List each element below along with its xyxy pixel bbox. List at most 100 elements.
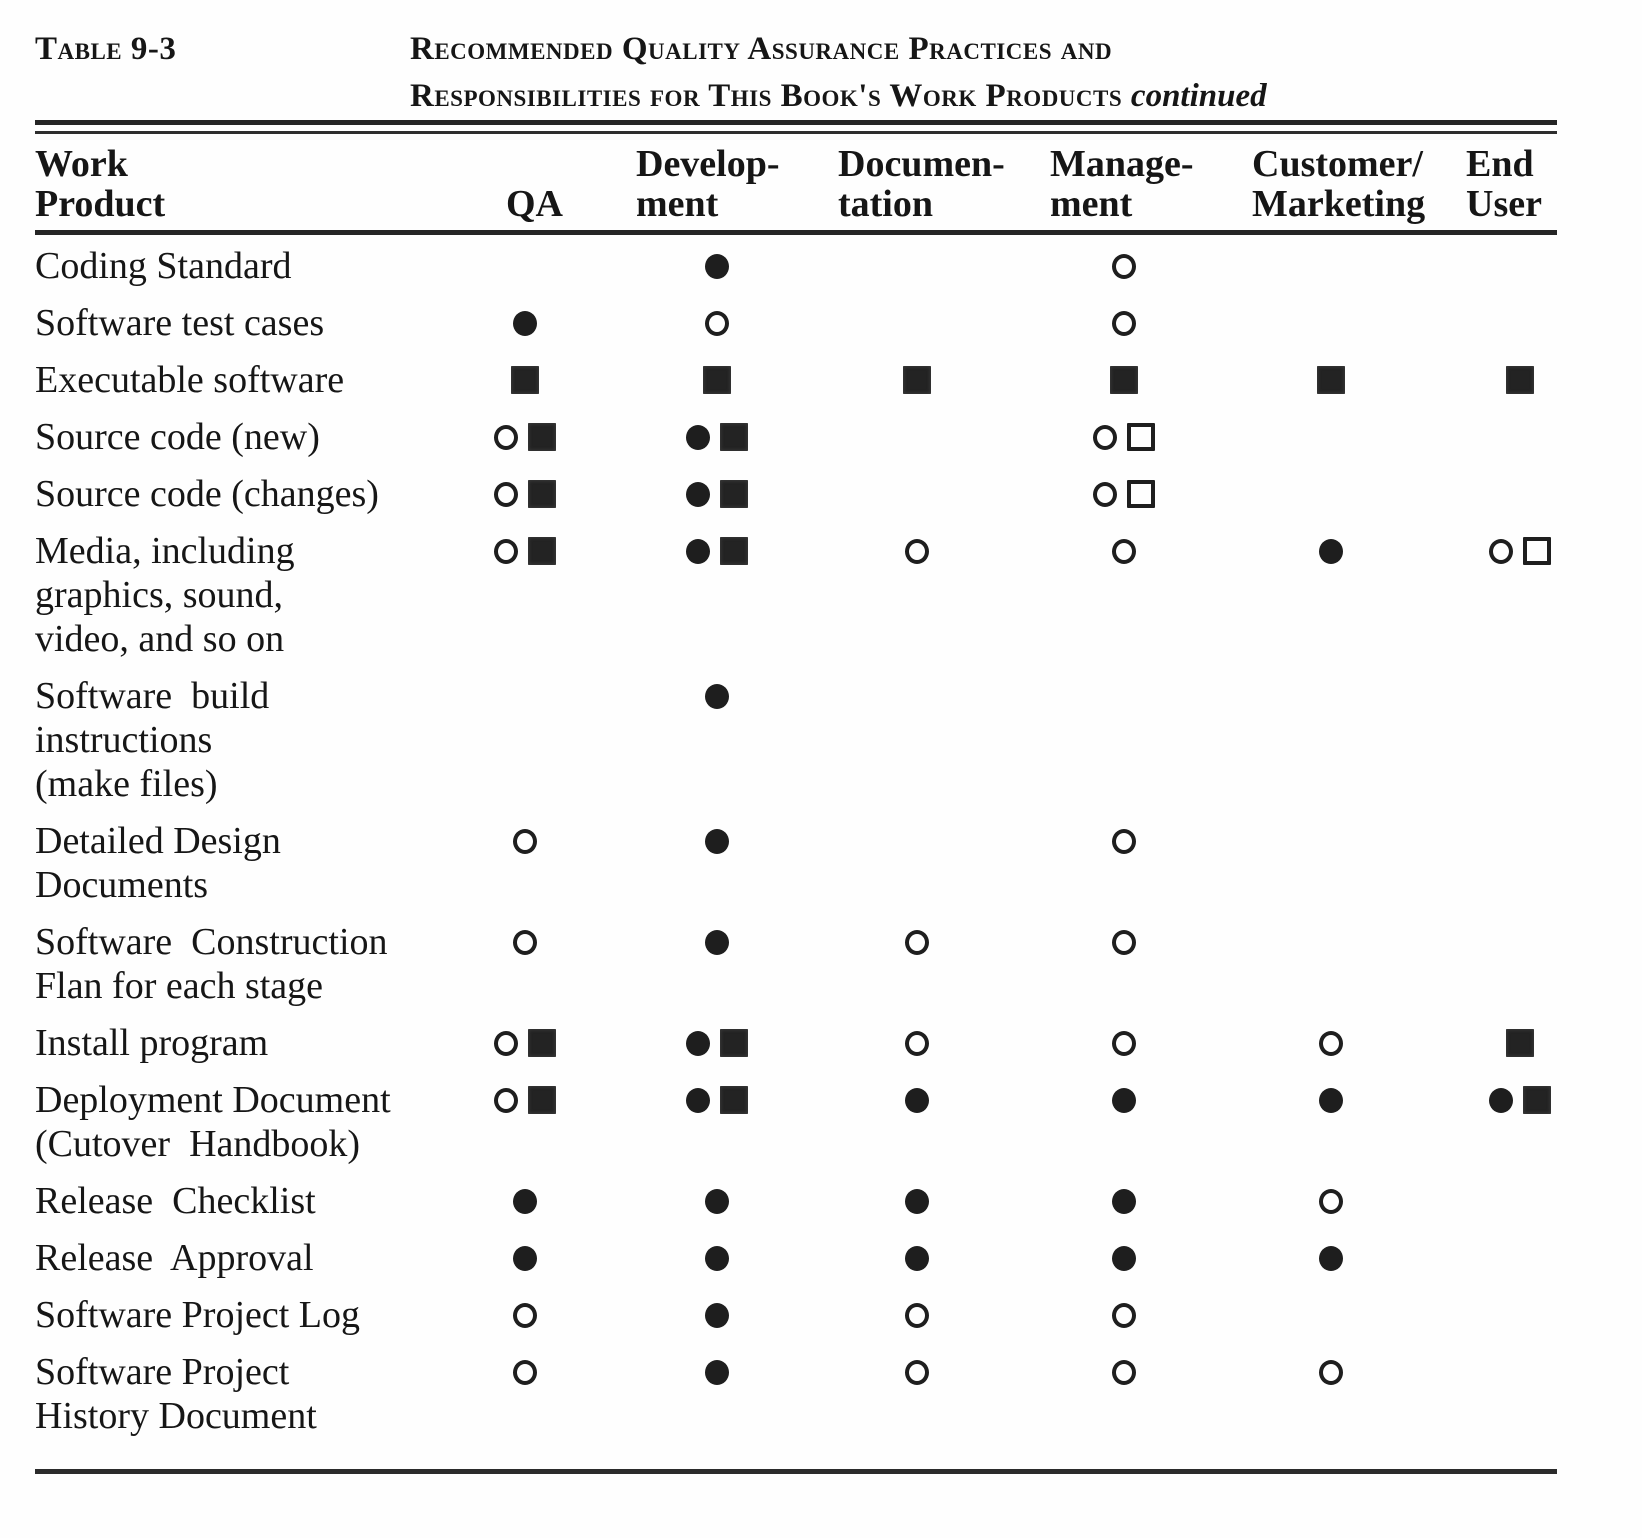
open-circle-symbol (905, 1030, 929, 1056)
column-header-text: Marketing (1252, 183, 1426, 225)
work-product-label-line: Software Project Log (35, 1294, 361, 1336)
cell-customer-marketing (1220, 529, 1435, 674)
work-product-label: Release Checklist (35, 1179, 480, 1236)
filled-circle-symbol (1111, 1188, 1136, 1214)
cell-management (1005, 819, 1220, 920)
cell-customer-marketing (1220, 1021, 1435, 1078)
open-circle-symbol (1092, 481, 1117, 507)
work-product-label-line: Software build (35, 675, 270, 717)
column-header-text: Product (35, 183, 166, 225)
open-circle-symbol (494, 538, 518, 564)
cell-end-user (1435, 301, 1557, 358)
table-caption: Table 9-3 Recommended Quality Assurance … (35, 26, 1557, 120)
cell-customer-marketing (1220, 358, 1435, 415)
cell-management (1005, 1350, 1220, 1451)
filled-circle-symbol (685, 481, 710, 507)
open-circle-symbol (1489, 538, 1513, 564)
cell-end-user (1435, 529, 1557, 674)
filled-square-symbol (1523, 1086, 1551, 1115)
cell-end-user (1435, 1078, 1557, 1179)
work-product-label-line: (Cutover Handbook) (35, 1123, 361, 1165)
filled-circle-symbol (513, 1245, 537, 1271)
cell-end-user (1435, 358, 1557, 415)
filled-circle-symbol (685, 1030, 710, 1056)
cell-qa (480, 920, 590, 1021)
open-circle-symbol (1111, 929, 1136, 955)
filled-circle-symbol (704, 1245, 729, 1271)
column-header-text: User (1466, 183, 1542, 225)
cell-development (590, 674, 805, 819)
work-product-label: Software Project Log (35, 1293, 480, 1350)
filled-square-symbol (903, 366, 931, 395)
filled-square-symbol (702, 366, 731, 395)
cell-end-user (1435, 819, 1557, 920)
cell-documentation (805, 819, 1005, 920)
work-product-label: Media, including graphics, sound, video, a… (35, 529, 480, 674)
filled-square-symbol (528, 537, 556, 566)
table-row: Release Approval (35, 1236, 1557, 1293)
table-row: Source code (changes) (35, 472, 1557, 529)
cell-development (590, 1179, 805, 1236)
work-product-label: Detailed Design Documents (35, 819, 480, 920)
open-circle-symbol (1111, 310, 1136, 336)
cell-qa (480, 1350, 590, 1451)
cell-qa (480, 358, 590, 415)
table-row: Software Construction Flan for each stage (35, 920, 1557, 1021)
filled-circle-symbol (685, 538, 710, 564)
filled-circle-symbol (1318, 1245, 1343, 1271)
filled-square-symbol (528, 480, 556, 509)
work-product-label-line: Media, including (35, 530, 295, 572)
work-product-label-line: (make files) (35, 763, 218, 805)
work-product-label: Source code (new) (35, 415, 480, 472)
work-product-label-line: Executable software (35, 359, 345, 401)
column-header-text: Work (35, 143, 128, 185)
cell-documentation (805, 1021, 1005, 1078)
cell-qa (480, 233, 590, 302)
filled-circle-symbol (1111, 1245, 1136, 1271)
table-row: Detailed Design Documents (35, 819, 1557, 920)
cell-qa (480, 674, 590, 819)
open-circle-symbol (1111, 1302, 1136, 1328)
open-circle-symbol (1111, 1359, 1136, 1385)
work-product-label: Executable software (35, 358, 480, 415)
work-product-label-line: Source code (changes) (35, 473, 379, 515)
cell-qa (480, 1078, 590, 1179)
open-circle-symbol (1318, 1188, 1343, 1214)
filled-circle-symbol (704, 1188, 729, 1214)
filled-circle-symbol (513, 1188, 537, 1214)
filled-circle-symbol (685, 424, 710, 450)
table-header: Work Product QA Develop-ment Documen-tation M… (35, 134, 1557, 235)
work-product-label-line: video, and so on (35, 618, 285, 660)
cell-qa (480, 1179, 590, 1236)
filled-square-symbol (1316, 366, 1345, 395)
cell-documentation (805, 529, 1005, 674)
cell-development (590, 358, 805, 415)
work-product-label-line: Install program (35, 1022, 269, 1064)
cell-management (1005, 1293, 1220, 1350)
cell-management (1005, 301, 1220, 358)
cell-customer-marketing (1220, 1350, 1435, 1451)
column-header-work-product: Work Product (35, 134, 480, 235)
table-row: Software test cases (35, 301, 1557, 358)
open-circle-symbol (1111, 1030, 1136, 1056)
cell-customer-marketing (1220, 415, 1435, 472)
cell-documentation (805, 1350, 1005, 1451)
filled-circle-symbol (905, 1087, 929, 1113)
table-body: Coding Standard Software test cases Execut… (35, 233, 1557, 1452)
work-product-label: Deployment Document (Cutover Handbook) (35, 1078, 480, 1179)
column-header-text: Develop- (636, 143, 780, 185)
filled-square-symbol (719, 1086, 748, 1115)
open-circle-symbol (1318, 1359, 1343, 1385)
column-header-text: tation (838, 183, 933, 225)
cell-customer-marketing (1220, 472, 1435, 529)
cell-development (590, 472, 805, 529)
open-square-symbol (1126, 423, 1155, 452)
cell-end-user (1435, 1021, 1557, 1078)
filled-circle-symbol (704, 683, 729, 709)
table-title-line2-text: Responsibilities for This Book's Work Pr… (410, 78, 1123, 114)
cell-end-user (1435, 920, 1557, 1021)
cell-management (1005, 1021, 1220, 1078)
work-product-label-line: Documents (35, 864, 209, 906)
filled-circle-symbol (513, 310, 537, 336)
cell-management (1005, 472, 1220, 529)
